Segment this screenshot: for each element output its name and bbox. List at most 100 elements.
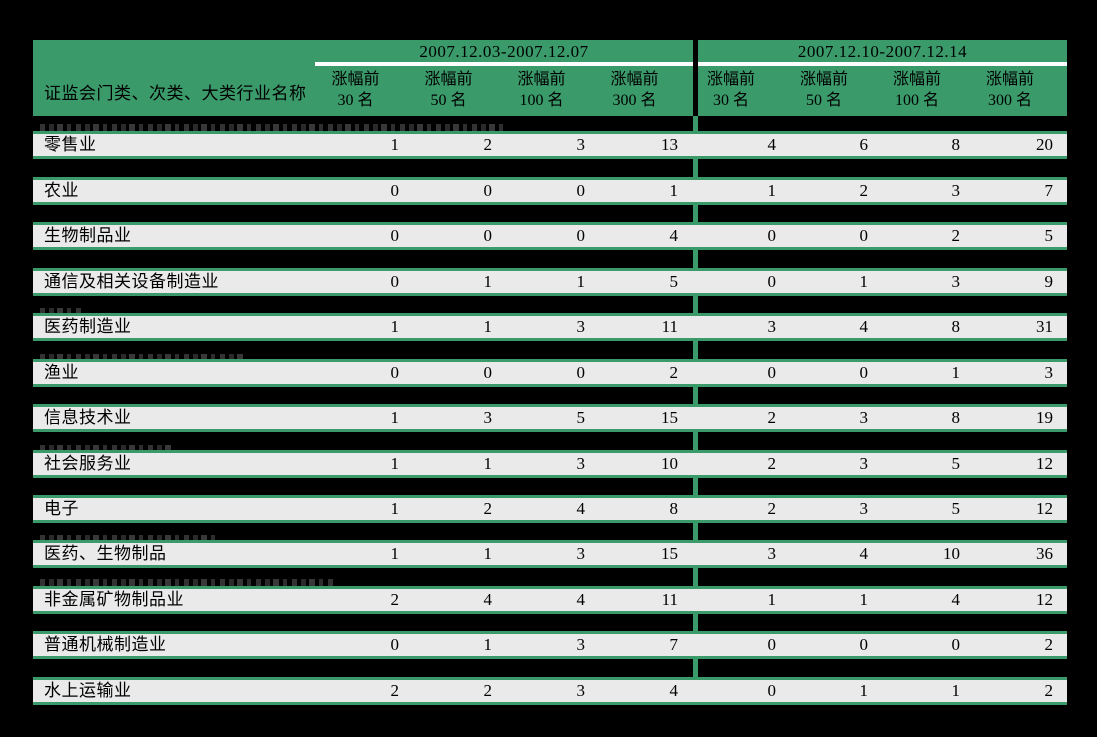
industry-name: 信息技术业 bbox=[44, 408, 132, 427]
industry-name: 社会服务业 bbox=[44, 454, 132, 473]
value-cell: 2 bbox=[951, 226, 961, 245]
value-cell: 20 bbox=[1036, 135, 1053, 154]
value-cell: 10 bbox=[943, 544, 960, 563]
value-cell: 2 bbox=[483, 499, 493, 518]
value-cell: 3 bbox=[859, 499, 869, 518]
clipped-hidden-row-remnant bbox=[40, 445, 175, 450]
rank-column-header-line2: 100 名 bbox=[894, 92, 939, 109]
table-body: 零售业 1 2 3 13 4 6 8 20 农业 0 0 0 1 1 2 3 7 生物制品业 0 0 0 4 0 0 2 5 通信及相… bbox=[33, 40, 1067, 706]
value-cell: 8 bbox=[669, 499, 679, 518]
value-cell: 0 bbox=[951, 635, 961, 654]
value-cell: 2 bbox=[767, 499, 777, 518]
rank-column-header: 涨幅前 50 名 bbox=[778, 69, 871, 111]
value-cell: 3 bbox=[576, 454, 586, 473]
table-row: 医药、生物制品 1 1 3 15 3 4 10 36 bbox=[33, 540, 1067, 568]
value-cell: 12 bbox=[1036, 590, 1053, 609]
value-cell: 2 bbox=[1044, 635, 1054, 654]
rank-column-header: 涨幅前 300 名 bbox=[964, 69, 1057, 111]
value-cell: 4 bbox=[483, 590, 493, 609]
value-cell: 0 bbox=[390, 226, 400, 245]
value-cell: 3 bbox=[576, 635, 586, 654]
industry-name: 生物制品业 bbox=[44, 226, 132, 245]
date-underline bbox=[315, 62, 693, 66]
value-cell: 1 bbox=[767, 590, 777, 609]
value-cell: 11 bbox=[661, 590, 678, 609]
industry-name: 电子 bbox=[44, 499, 79, 518]
value-cell: 2 bbox=[390, 681, 400, 700]
clipped-hidden-row-remnant bbox=[40, 535, 215, 540]
value-cell: 1 bbox=[859, 681, 869, 700]
value-cell: 4 bbox=[951, 590, 961, 609]
rank-column-header-line1: 涨幅前 bbox=[517, 71, 566, 88]
value-cell: 0 bbox=[859, 363, 869, 382]
rank-column-header-line1: 涨幅前 bbox=[706, 71, 755, 88]
value-cell: 5 bbox=[1044, 226, 1054, 245]
value-cell: 3 bbox=[859, 454, 869, 473]
value-cell: 0 bbox=[767, 272, 777, 291]
rank-column-header-line2: 50 名 bbox=[805, 92, 842, 109]
value-cell: 5 bbox=[669, 272, 679, 291]
industry-name: 水上运输业 bbox=[44, 681, 132, 700]
rank-column-header: 涨幅前 100 名 bbox=[871, 69, 964, 111]
value-cell: 7 bbox=[1044, 181, 1054, 200]
value-cell: 1 bbox=[390, 454, 400, 473]
value-cell: 11 bbox=[661, 317, 678, 336]
date-range-label: 2007.12.10-2007.12.14 bbox=[797, 42, 968, 61]
value-cell: 4 bbox=[859, 317, 869, 336]
value-cell: 0 bbox=[483, 363, 493, 382]
value-cell: 13 bbox=[661, 135, 678, 154]
rank-column-header: 涨幅前 30 名 bbox=[685, 69, 778, 111]
value-cell: 12 bbox=[1036, 499, 1053, 518]
value-cell: 9 bbox=[1044, 272, 1054, 291]
value-cell: 3 bbox=[576, 681, 586, 700]
rank-column-header-line1: 涨幅前 bbox=[799, 71, 848, 88]
rank-column-header-line1: 涨幅前 bbox=[610, 71, 659, 88]
value-cell: 3 bbox=[767, 544, 777, 563]
table-row: 电子 1 2 4 8 2 3 5 12 bbox=[33, 495, 1067, 523]
value-cell: 15 bbox=[661, 544, 678, 563]
value-cell: 5 bbox=[951, 499, 961, 518]
value-cell: 0 bbox=[390, 635, 400, 654]
value-cell: 4 bbox=[767, 135, 777, 154]
rank-column-header-line2: 50 名 bbox=[430, 92, 467, 109]
value-cell: 5 bbox=[951, 454, 961, 473]
value-cell: 1 bbox=[859, 590, 869, 609]
value-cell: 2 bbox=[767, 408, 777, 427]
value-cell: 0 bbox=[483, 181, 493, 200]
value-cell: 3 bbox=[859, 408, 869, 427]
value-cell: 1 bbox=[483, 272, 493, 291]
value-cell: 3 bbox=[767, 317, 777, 336]
value-cell: 0 bbox=[767, 363, 777, 382]
rank-column-header: 涨幅前 30 名 bbox=[309, 69, 402, 111]
value-cell: 1 bbox=[483, 317, 493, 336]
value-cell: 4 bbox=[669, 681, 679, 700]
rank-column-header: 涨幅前 100 名 bbox=[495, 69, 588, 111]
industry-name: 普通机械制造业 bbox=[44, 635, 167, 654]
value-cell: 2 bbox=[859, 181, 869, 200]
value-cell: 36 bbox=[1036, 544, 1053, 563]
industry-name: 渔业 bbox=[44, 363, 79, 382]
value-cell: 8 bbox=[951, 317, 961, 336]
value-cell: 1 bbox=[859, 272, 869, 291]
table-row: 渔业 0 0 0 2 0 0 1 3 bbox=[33, 359, 1067, 387]
table-row: 生物制品业 0 0 0 4 0 0 2 5 bbox=[33, 222, 1067, 250]
value-cell: 1 bbox=[951, 681, 961, 700]
rank-column-header: 涨幅前 300 名 bbox=[588, 69, 681, 111]
value-cell: 1 bbox=[390, 544, 400, 563]
table-row: 农业 0 0 0 1 1 2 3 7 bbox=[33, 177, 1067, 205]
value-cell: 1 bbox=[483, 454, 493, 473]
value-cell: 0 bbox=[576, 226, 586, 245]
rank-column-header-line1: 涨幅前 bbox=[985, 71, 1034, 88]
value-cell: 0 bbox=[390, 272, 400, 291]
table-row: 水上运输业 2 2 3 4 0 1 1 2 bbox=[33, 677, 1067, 705]
value-cell: 7 bbox=[669, 635, 679, 654]
industry-name: 医药、生物制品 bbox=[44, 544, 167, 563]
value-cell: 0 bbox=[576, 181, 586, 200]
industry-name: 零售业 bbox=[44, 135, 97, 154]
value-cell: 3 bbox=[576, 317, 586, 336]
table-row: 通信及相关设备制造业 0 1 1 5 0 1 3 9 bbox=[33, 268, 1067, 296]
value-cell: 0 bbox=[767, 635, 777, 654]
value-cell: 19 bbox=[1036, 408, 1053, 427]
value-cell: 4 bbox=[576, 590, 586, 609]
value-cell: 4 bbox=[576, 499, 586, 518]
